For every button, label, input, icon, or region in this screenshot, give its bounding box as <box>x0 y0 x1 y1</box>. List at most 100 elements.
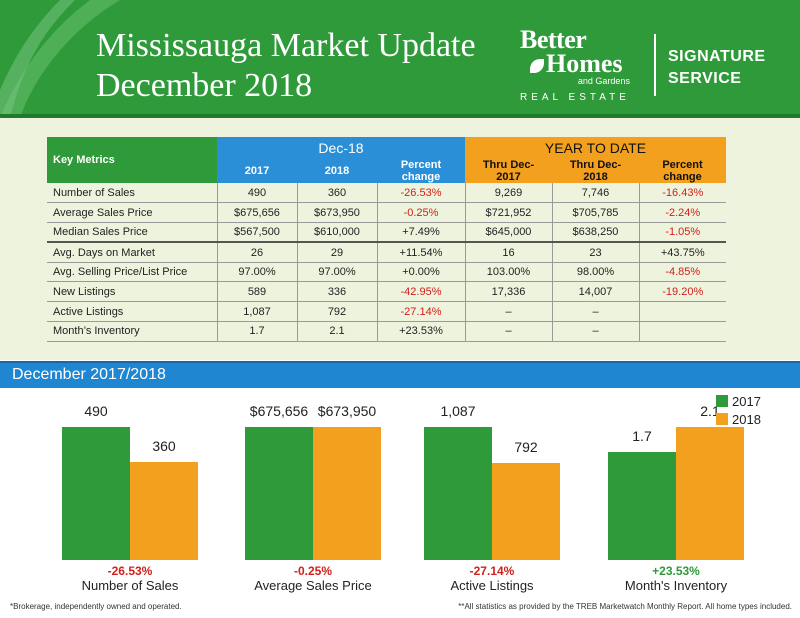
footer-right-note: **All statistics as provided by the TREB… <box>458 602 792 611</box>
cell-pct: +23.53% <box>377 321 466 342</box>
cell-ytd-pct: -4.85% <box>639 262 726 283</box>
cell-2017: 26 <box>217 242 298 263</box>
bar-value-label: 1.7 <box>632 428 652 445</box>
cell-2018: 97.00% <box>297 262 378 283</box>
signature-service: SIGNATURE SERVICE <box>668 46 766 90</box>
page-title: Mississauga Market Update December 2018 <box>96 26 476 106</box>
row-label: Number of Sales <box>47 183 218 204</box>
cell-ytd-2018: $705,785 <box>552 202 640 224</box>
category-percent-change: -27.14% <box>469 564 515 578</box>
row-label: Avg. Selling Price/List Price <box>47 262 218 283</box>
bar-2017-3 <box>608 452 676 560</box>
cell-ytd-2018: $638,250 <box>552 222 640 244</box>
col-header-ytd-2018: Thru Dec-2018 <box>552 159 639 183</box>
cell-ytd-2017: $645,000 <box>465 222 553 244</box>
table-row: Avg. Days on Market 26 29 +11.54% 16 23 +43.75… <box>47 242 726 263</box>
bar-value-label: 360 <box>152 438 176 455</box>
table-row: Avg. Selling Price/List Price 97.00% 97.00… <box>47 262 726 283</box>
col-header-pct: Percent change <box>377 159 465 183</box>
cell-2018: $673,950 <box>297 202 378 224</box>
legend-swatch-2018 <box>716 413 728 425</box>
cell-2017: 1,087 <box>217 301 298 323</box>
cell-2017: $675,656 <box>217 202 298 224</box>
table-row: Month’s Inventory 1.7 2.1 +23.53% – – <box>47 321 726 342</box>
table-row: Average Sales Price $675,656 $673,950 -0.25… <box>47 202 726 224</box>
legend-label-2017: 2017 <box>732 393 761 409</box>
bar-value-label: $673,950 <box>317 403 377 420</box>
bar-2018-1 <box>313 427 381 560</box>
row-label: Month’s Inventory <box>47 321 218 342</box>
cell-ytd-2018: 23 <box>552 242 640 263</box>
cell-ytd-pct <box>639 301 726 323</box>
cell-ytd-2018: 7,746 <box>552 183 640 204</box>
bar-2018-0 <box>130 462 198 560</box>
brand-line-3: and Gardens <box>577 76 630 86</box>
cell-ytd-2017: 9,269 <box>465 183 553 204</box>
bar-value-label: $675,656 <box>249 403 309 419</box>
title-line-1: Mississauga Market Update <box>96 27 476 64</box>
bar-value-label: 490 <box>84 403 108 419</box>
header-banner: Mississauga Market Update December 2018 … <box>0 0 800 118</box>
chart-section-title: December 2017/2018 <box>12 366 166 383</box>
brand-homes: Homes <box>546 49 623 78</box>
cell-pct: -27.14% <box>377 301 466 323</box>
bar-value-label: 792 <box>514 439 538 456</box>
cell-2017: 589 <box>217 281 298 303</box>
key-metrics-table: Key Metrics Dec-18 YEAR TO DATE 2017 201… <box>47 137 726 342</box>
row-label: Median Sales Price <box>47 222 218 244</box>
bar-2017-2 <box>424 427 492 560</box>
cell-pct: +11.54% <box>377 242 466 263</box>
row-label: Active Listings <box>47 301 218 323</box>
cell-ytd-2018: – <box>552 321 640 342</box>
cell-ytd-2018: 14,007 <box>552 281 640 303</box>
cell-pct: -0.25% <box>377 202 466 224</box>
col-header-2017: 2017 <box>217 159 297 183</box>
cell-ytd-pct: -16.43% <box>639 183 726 204</box>
bar-value-label: 2.1 <box>700 403 720 419</box>
chart-legend: 2017 2018 <box>716 392 761 428</box>
table-row: Active Listings 1,087 792 -27.14% – – <box>47 301 726 323</box>
cell-pct: -26.53% <box>377 183 466 204</box>
dec-group-header: Dec-18 <box>217 137 465 159</box>
cell-ytd-pct: -1.05% <box>639 222 726 244</box>
row-label: New Listings <box>47 281 218 303</box>
cell-ytd-2017: 103.00% <box>465 262 553 283</box>
legend-item-2017: 2017 <box>716 392 761 410</box>
cell-ytd-pct: -2.24% <box>639 202 726 224</box>
cell-ytd-2018: – <box>552 301 640 323</box>
brand-line-2: Homes <box>520 49 630 78</box>
header-divider <box>654 34 656 96</box>
cell-2018: $610,000 <box>297 222 378 244</box>
bar-2017-0 <box>62 427 130 560</box>
ytd-group-header: YEAR TO DATE <box>465 137 726 159</box>
table-row: New Listings 589 336 -42.95% 17,336 14,007 -19… <box>47 281 726 303</box>
cell-2018: 29 <box>297 242 378 263</box>
cell-ytd-2017: 17,336 <box>465 281 553 303</box>
cell-pct: +0.00% <box>377 262 466 283</box>
cell-2018: 2.1 <box>297 321 378 342</box>
category-label: Number of Sales <box>81 578 179 593</box>
cell-pct: +7.49% <box>377 222 466 244</box>
col-header-2018: 2018 <box>297 159 377 183</box>
brand-line-4: REAL ESTATE <box>520 92 630 103</box>
table-body: Number of Sales 490 360 -26.53% 9,269 7,746 -1… <box>47 183 726 342</box>
table-row: Median Sales Price $567,500 $610,000 +7.49%… <box>47 222 726 244</box>
cell-2017: 97.00% <box>217 262 298 283</box>
signature-line-1: SIGNATURE <box>668 48 766 65</box>
category-label: Month's Inventory <box>624 578 728 593</box>
metrics-table-area: Key Metrics Dec-18 YEAR TO DATE 2017 201… <box>0 118 800 360</box>
cell-2017: $567,500 <box>217 222 298 244</box>
cell-ytd-pct <box>639 321 726 342</box>
category-percent-change: -0.25% <box>293 564 333 578</box>
legend-label-2018: 2018 <box>732 411 761 427</box>
brand-logo: Better Homes and Gardens REAL ESTATE <box>520 27 630 104</box>
cell-ytd-2017: – <box>465 321 553 342</box>
cell-ytd-pct: -19.20% <box>639 281 726 303</box>
leaf-icon <box>530 59 544 73</box>
table-row: Number of Sales 490 360 -26.53% 9,269 7,746 -1… <box>47 183 726 204</box>
cell-ytd-2017: $721,952 <box>465 202 553 224</box>
col-header-ytd-pct: Percent change <box>639 159 726 183</box>
bar-2018-3 <box>676 427 744 560</box>
cell-2018: 360 <box>297 183 378 204</box>
bar-2018-2 <box>492 463 560 560</box>
